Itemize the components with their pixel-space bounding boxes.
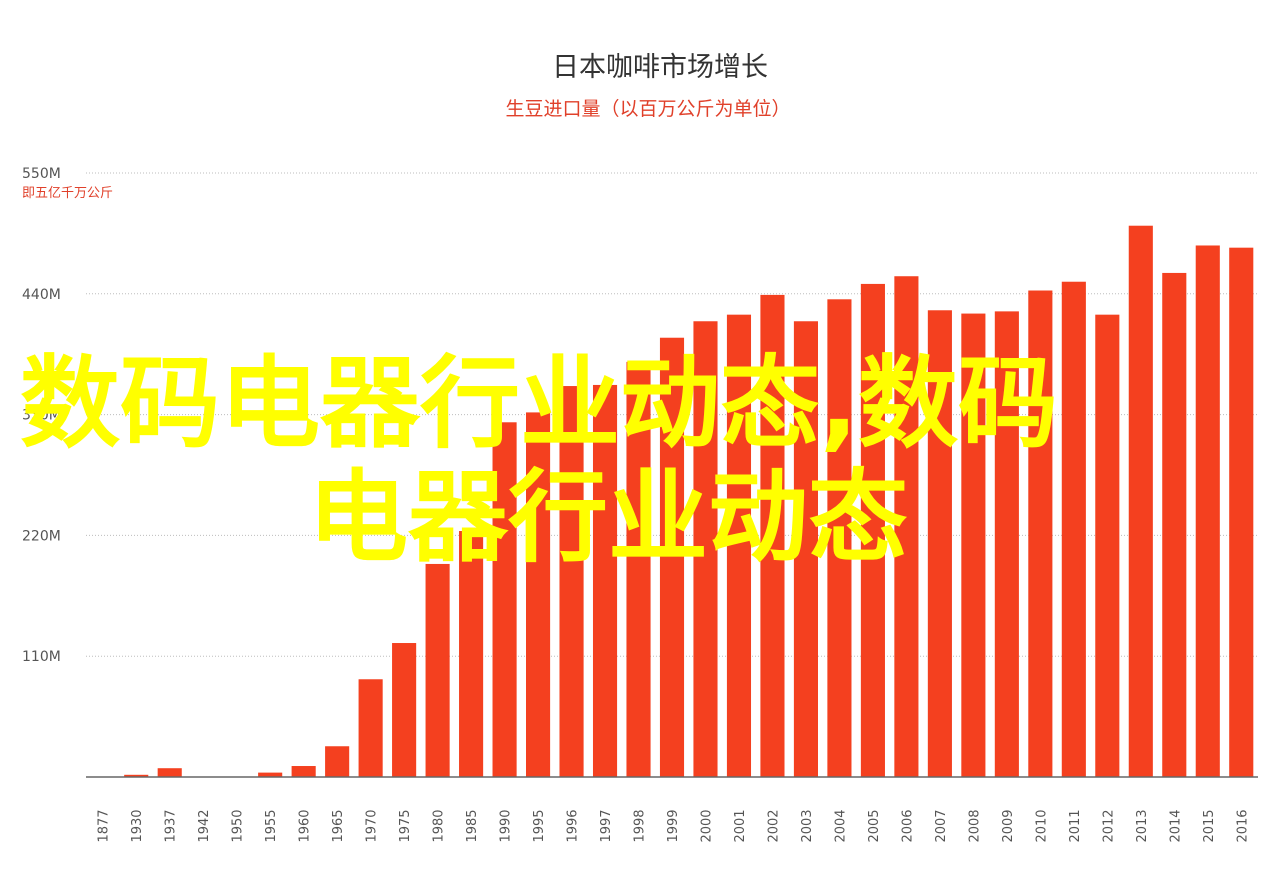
bar-1937 (157, 768, 182, 777)
bar-2009 (994, 311, 1019, 777)
bar-1999 (659, 337, 685, 777)
y-tick-label: 330M (22, 408, 61, 424)
x-tick-label: 2000 (699, 809, 714, 842)
chart-subtitle: 生豆进口量（以百万公斤为单位） (505, 98, 790, 120)
x-tick-label: 2005 (867, 809, 882, 842)
x-tick-label: 1980 (432, 809, 447, 842)
y-tick-label: 110M (22, 649, 61, 665)
x-tick-label: 2010 (1034, 809, 1049, 842)
y-tick-label: 220M (22, 528, 61, 544)
x-tick-label: 2001 (733, 809, 748, 842)
bar-2004 (827, 299, 852, 777)
x-tick-label: 2006 (900, 809, 915, 842)
x-tick-label: 2016 (1235, 809, 1250, 842)
bar-1995 (526, 412, 551, 777)
bar-2000 (693, 321, 718, 777)
x-tick-label: 2014 (1168, 809, 1183, 842)
y-axis-unit-label: 即五亿千万公斤 (22, 186, 113, 201)
bar-1960 (291, 766, 316, 777)
bar-1965 (325, 746, 350, 777)
grid-lines (86, 172, 1258, 657)
bar-2015 (1195, 245, 1220, 778)
x-tick-label: 1955 (264, 809, 279, 842)
x-tick-label: 1950 (231, 809, 246, 842)
x-tick-label: 1990 (499, 809, 514, 842)
x-tick-label: 1998 (633, 809, 648, 842)
bar-2002 (760, 294, 785, 777)
x-tick-label: 2004 (833, 809, 848, 842)
bar-1955 (258, 772, 283, 777)
x-tick-label: 1965 (331, 809, 346, 842)
bar-1985 (459, 531, 484, 777)
x-tick-label: 2007 (934, 809, 949, 842)
x-tick-label: 1877 (97, 809, 112, 842)
y-axis-ticks: 550M 440M 330M 220M 110M (22, 166, 61, 665)
chart-title: 日本咖啡市场增长 (552, 52, 768, 83)
bar-2007 (927, 310, 952, 777)
bar-2013 (1128, 225, 1153, 778)
x-tick-label: 2013 (1135, 809, 1150, 842)
bar-2011 (1061, 281, 1086, 777)
overlay-text-line-1: 数码电器行业动态,数码 (20, 345, 1058, 462)
bar-2003 (793, 321, 818, 777)
x-tick-label: 2015 (1202, 809, 1217, 842)
bar-2016 (1229, 247, 1254, 777)
bar-1990 (492, 422, 517, 777)
x-tick-label: 1970 (365, 809, 380, 842)
x-tick-label: 2002 (766, 809, 781, 842)
x-tick-label: 1942 (197, 809, 212, 842)
bars (124, 225, 1254, 778)
x-tick-label: 2008 (967, 809, 982, 842)
x-tick-label: 1937 (164, 809, 179, 842)
bar-2006 (894, 276, 919, 777)
bar-1970 (358, 679, 383, 777)
x-tick-label: 1975 (398, 809, 413, 842)
bar-2014 (1162, 272, 1187, 777)
x-tick-label: 1930 (130, 809, 145, 842)
bar-2001 (726, 314, 752, 777)
x-tick-label: 1997 (599, 809, 614, 842)
bar-2010 (1028, 290, 1053, 777)
x-tick-label: 1960 (298, 809, 313, 842)
bar-1996 (559, 386, 584, 777)
bar-1998 (626, 361, 651, 777)
y-tick-label: 550M (22, 166, 61, 182)
y-tick-label: 440M (22, 287, 61, 303)
bar-2005 (860, 283, 885, 777)
x-tick-label: 2011 (1068, 809, 1083, 842)
bar-2008 (961, 313, 986, 777)
x-tick-label: 2009 (1001, 809, 1016, 842)
x-tick-label: 1999 (666, 809, 681, 842)
x-tick-label: 1985 (465, 809, 480, 842)
x-tick-label: 1995 (532, 809, 547, 842)
bar-1930 (124, 774, 149, 777)
bar-1980 (425, 563, 450, 777)
overlay-text-line-2: 电器行业动态 (308, 459, 908, 576)
bar-1997 (592, 384, 618, 777)
x-tick-label: 2012 (1101, 809, 1116, 842)
x-axis-ticks: 1877 1930 1937 1942 1950 1955 1960 1965 1970 1975… (97, 809, 1251, 842)
x-tick-label: 2003 (800, 809, 815, 842)
bar-2012 (1095, 314, 1120, 777)
bar-1975 (392, 643, 417, 777)
x-tick-label: 1996 (566, 809, 581, 842)
